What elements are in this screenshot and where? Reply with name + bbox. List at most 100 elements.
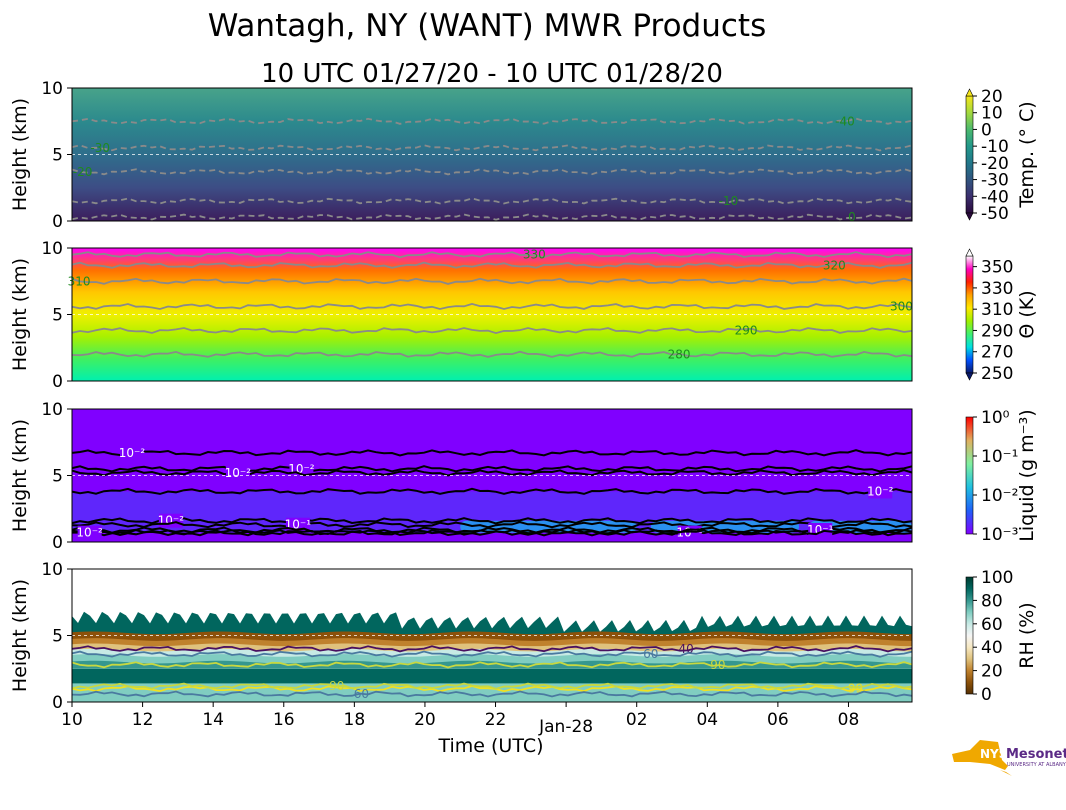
colorbar-tick-label: -20 xyxy=(981,154,1009,174)
x-tick-label: 12 xyxy=(132,710,154,730)
liquid-contour-line xyxy=(71,529,913,537)
logo-nys: NYS xyxy=(980,747,1007,761)
colorbar-tick-label: 350 xyxy=(981,258,1013,278)
figure-subtitle: 10 UTC 01/27/20 - 10 UTC 01/28/20 xyxy=(261,59,723,89)
y-tick-label: 5 xyxy=(52,467,63,487)
y-axis-label: Height (km) xyxy=(9,258,31,371)
temperature-contour-line xyxy=(71,168,913,176)
temperature-contour-label: 0 xyxy=(848,210,856,224)
nys-mesonet-logo: NYS Mesonet UNIVERSITY AT ALBANY xyxy=(952,740,1066,776)
colorbar-tick-label: 250 xyxy=(981,364,1013,384)
colorbar-extend-min-icon xyxy=(965,212,974,221)
colorbar-tick-label: -50 xyxy=(981,204,1009,224)
y-tick-label: 10 xyxy=(41,239,63,259)
colorbar-tick-label: 60 xyxy=(981,615,1003,635)
y-tick-label: 0 xyxy=(52,372,63,392)
colorbar-tick-label: 80 xyxy=(981,591,1003,611)
x-tick-label: 18 xyxy=(344,710,366,730)
liquid-contour-line xyxy=(71,517,913,525)
y-tick-label: 0 xyxy=(52,212,63,232)
x-tick-label: 04 xyxy=(696,710,718,730)
liquid-colorbar[interactable] xyxy=(965,416,974,535)
rh-contour-line xyxy=(71,650,913,658)
colorbar-tick-label: 10⁻³ xyxy=(981,525,1018,545)
rh-colorbar[interactable] xyxy=(965,576,974,695)
panel-liquid: 10⁻²10⁻²10⁻²10⁻²10⁻² 10⁻¹10⁻¹ 10⁻¹10⁻²0510… xyxy=(9,400,1038,553)
x-tick-label: Jan-28 xyxy=(538,717,593,737)
colorbar-tick-label: 0 xyxy=(981,685,992,705)
rh-missing-region xyxy=(72,569,912,632)
colorbar-tick-label: -10 xyxy=(981,137,1009,157)
liquid-contour-label: 10⁻² xyxy=(158,514,185,528)
colorbar-label: Temp. (° C) xyxy=(1016,101,1038,208)
figure-title: Wantagh, NY (WANT) MWR Products xyxy=(208,8,766,44)
theta-contour-line xyxy=(71,350,913,358)
rh-contour-label: 60 xyxy=(643,647,658,661)
theta-contour-label: 280 xyxy=(668,347,691,361)
liquid-contour-line xyxy=(71,526,913,534)
x-tick-label: 22 xyxy=(485,710,507,730)
rh-contour-line xyxy=(71,682,913,690)
liquid-contour-line xyxy=(71,449,913,457)
colorbar-tick-label: 100 xyxy=(981,568,1013,588)
rh-contour-line xyxy=(71,690,913,698)
theta-contour-label: 330 xyxy=(523,248,546,262)
y-axis-label: Height (km) xyxy=(9,419,31,532)
x-tick-label: 14 xyxy=(202,710,224,730)
colorbar-tick-label: 10 xyxy=(981,104,1003,124)
colorbar-tick-label: 40 xyxy=(981,638,1003,658)
x-tick-label: 02 xyxy=(626,710,648,730)
liquid-contour-label: 10⁻² xyxy=(119,446,146,460)
rh-contour-label: 90 xyxy=(710,658,725,672)
theta-colorbar[interactable] xyxy=(965,255,974,374)
theta-contour-line xyxy=(71,277,913,285)
theta-contour-label: 290 xyxy=(735,323,758,337)
temperature-contour-line xyxy=(71,197,913,205)
contour-label-bg xyxy=(120,445,144,460)
rh-contour-line xyxy=(71,661,913,669)
rh-contour-label: 60 xyxy=(354,687,369,701)
temperature-contour-label: -20 xyxy=(73,165,93,179)
liquid-contour-line xyxy=(71,469,913,477)
colorbar-tick-label: 270 xyxy=(981,343,1013,363)
y-tick-label: 5 xyxy=(52,146,63,166)
y-tick-label: 0 xyxy=(52,693,63,713)
colorbar-label: RH (%) xyxy=(1016,602,1038,668)
temperature-colorbar[interactable] xyxy=(965,95,974,214)
colorbar-tick-label: 330 xyxy=(981,279,1013,299)
colorbar-tick-label: 10⁻¹ xyxy=(981,447,1018,467)
colorbar-extend-max-icon xyxy=(965,88,974,97)
y-tick-label: 10 xyxy=(41,560,63,580)
theta-contour-line xyxy=(71,261,913,269)
liquid-contour-line xyxy=(71,521,913,529)
colorbar-label: Liquid (g m⁻³) xyxy=(1016,409,1038,541)
colorbar-tick-label: 20 xyxy=(981,87,1003,107)
y-tick-label: 0 xyxy=(52,533,63,553)
x-tick-label: 20 xyxy=(414,710,436,730)
y-tick-label: 5 xyxy=(52,627,63,647)
colorbar-tick-label: 10⁰ xyxy=(981,408,1010,428)
temperature-contour-line xyxy=(71,213,913,221)
liquid-contour-line xyxy=(71,487,913,495)
rh-contour-line xyxy=(71,685,913,693)
temperature-contour-label: -10 xyxy=(719,194,739,208)
colorbar-tick-label: 290 xyxy=(981,321,1013,341)
rh-contour-line xyxy=(71,645,913,653)
x-tick-label: 06 xyxy=(767,710,789,730)
temperature-contour-line xyxy=(71,117,913,125)
contour-label-bg xyxy=(77,525,102,540)
theta-contour-label: 320 xyxy=(823,258,846,272)
colorbar-extend-max-icon xyxy=(965,248,974,257)
liquid-contour-line xyxy=(71,465,913,473)
logo-university: UNIVERSITY AT ALBANY xyxy=(1007,762,1066,768)
temperature-contour-label: -40 xyxy=(835,114,855,128)
temperature-contour-line xyxy=(71,144,913,152)
colorbar-label: Θ (K) xyxy=(1016,290,1038,338)
theta-contour-line xyxy=(71,251,913,259)
liquid-contour-label: 10⁻¹ xyxy=(807,523,834,537)
liquid-contour-label: 10⁻² xyxy=(867,484,894,498)
colorbar-tick-label: -30 xyxy=(981,171,1009,191)
temperature-contour-label: -30 xyxy=(90,141,110,155)
